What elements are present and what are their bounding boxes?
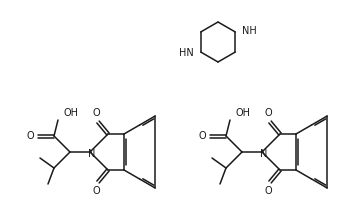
Text: O: O <box>26 131 34 141</box>
Text: O: O <box>198 131 206 141</box>
Text: OH: OH <box>236 108 251 118</box>
Text: N: N <box>88 149 96 159</box>
Text: O: O <box>264 108 272 118</box>
Text: O: O <box>264 186 272 196</box>
Text: NH: NH <box>242 26 257 36</box>
Text: HN: HN <box>179 48 194 58</box>
Text: N: N <box>260 149 268 159</box>
Text: O: O <box>92 186 100 196</box>
Text: OH: OH <box>64 108 79 118</box>
Text: O: O <box>92 108 100 118</box>
